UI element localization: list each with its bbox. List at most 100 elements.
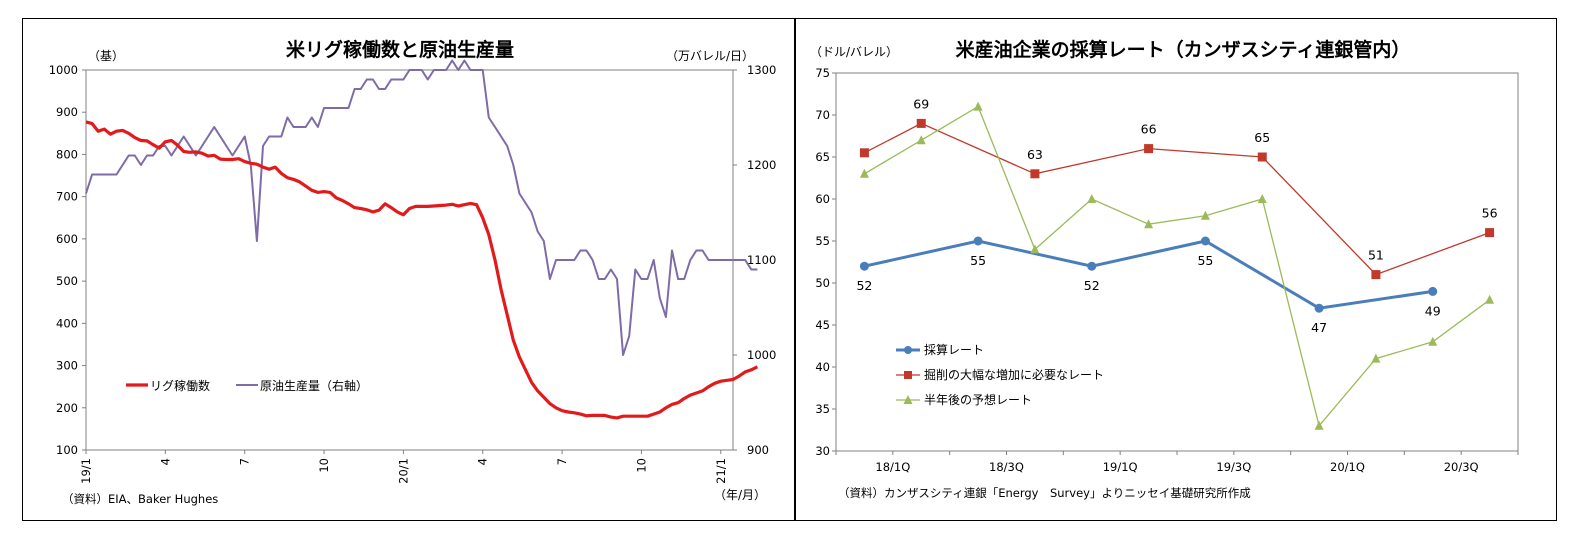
- right-y-tick-label: 30: [815, 444, 830, 458]
- legend-breakeven-rate-label: 採算レート: [924, 342, 984, 357]
- drilling-increase-data-label: 69: [913, 96, 929, 111]
- left-y2-tick-label: 1200: [747, 158, 776, 172]
- forecast-rate-marker: [1087, 194, 1097, 203]
- right-y-tick-label: 75: [815, 66, 830, 80]
- forecast-rate-marker: [973, 101, 983, 111]
- left-chart-title: 米リグ稼働数と原油生産量: [286, 38, 514, 61]
- forecast-rate-marker: [1144, 219, 1154, 229]
- left-chart-panel: [22, 18, 795, 521]
- legend-drilling-increase-rate-marker: [904, 371, 912, 379]
- right-y-tick-label: 45: [815, 318, 830, 332]
- forecast-rate-marker: [1257, 194, 1267, 203]
- forecast-rate-line: [864, 105, 1490, 428]
- right-y-tick-label: 40: [815, 360, 830, 374]
- rig-count-line: [85, 120, 759, 420]
- right-x-tick-label: 20/1Q: [1330, 460, 1365, 474]
- drilling-increase-rate-marker: [859, 148, 869, 158]
- right-chart-panel: [795, 18, 1557, 521]
- legend-drilling-increase-rate-label: 掘削の大幅な増加に必要なレート: [924, 367, 1104, 382]
- left-y-tick-label: 400: [56, 316, 78, 330]
- right-x-tick-label: 19/1Q: [1103, 460, 1138, 474]
- left-source-note: （資料）EIA、Baker Hughes: [62, 492, 218, 506]
- left-x-tick-label: 4: [476, 458, 490, 465]
- right-y-tick-label: 55: [815, 234, 830, 248]
- right-y-unit-label: （ドル/バレル）: [810, 45, 898, 59]
- forecast-rate-marker: [1485, 294, 1495, 304]
- breakeven-rate-marker: [859, 261, 869, 271]
- left-y-tick-label: 100: [56, 443, 78, 457]
- legend-forecast-rate-marker: [903, 395, 913, 404]
- left-y-tick-label: 300: [56, 359, 78, 373]
- drilling-increase-rate-marker: [916, 118, 926, 128]
- left-x-tick-label: 7: [238, 458, 252, 465]
- breakeven-data-label: 47: [1311, 320, 1327, 335]
- left-y2-tick-label: 1300: [747, 63, 776, 77]
- breakeven-rate-marker: [1200, 236, 1210, 246]
- left-chart-layer: 100 200 300 400 500 600 700 800 900 1000 900 1000 11…: [49, 59, 776, 484]
- left-x-tick-label: 20/1: [396, 458, 410, 484]
- left-plot-area: [85, 69, 734, 451]
- left-y-tick-label: 600: [56, 232, 78, 246]
- left-x-tick-label: 4: [158, 458, 172, 465]
- left-y-tick-label: 700: [56, 190, 78, 204]
- left-y-tick-label: 800: [56, 147, 78, 161]
- right-chart-layer: 30 35 40 45 50 55 60 65 70 75 18/1Q 18/3Q 19/1Q 19/3Q…: [815, 66, 1519, 474]
- left-x-tick-label: 10: [634, 458, 648, 473]
- drilling-increase-data-label: 66: [1141, 122, 1157, 137]
- left-y2-unit-label: （万バレル/日）: [666, 49, 754, 63]
- legend-forecast-rate-label: 半年後の予想レート: [924, 392, 1032, 407]
- drilling-increase-rate-line: [864, 122, 1490, 276]
- left-x-tick-label: 7: [555, 458, 569, 465]
- right-chart-title: 米産油企業の採算レート（カンザスシティ連銀管内）: [956, 38, 1411, 61]
- left-y2-tick-label: 1100: [747, 253, 776, 267]
- right-source-note: （資料）カンザスシティ連銀「Energy Survey」よりニッセイ基礎研究所作…: [838, 486, 1251, 500]
- right-y-tick-label: 50: [815, 276, 830, 290]
- right-y-tick-label: 65: [815, 150, 830, 164]
- right-x-tick-label: 20/3Q: [1444, 460, 1479, 474]
- forecast-rate-marker: [916, 135, 926, 145]
- left-y-tick-label: 200: [56, 401, 78, 415]
- drilling-increase-data-label: 65: [1254, 130, 1270, 145]
- legend-oil-label: 原油生産量（右軸）: [260, 378, 368, 393]
- forecast-rate-marker: [1200, 210, 1210, 220]
- forecast-rate-marker: [1371, 353, 1381, 363]
- forecast-rate-marker: [1428, 336, 1438, 346]
- forecast-rate-marker: [859, 168, 869, 178]
- breakeven-data-label: 55: [970, 253, 986, 268]
- left-y-unit-label: （基）: [88, 49, 124, 63]
- right-y-tick-label: 35: [815, 402, 830, 416]
- drilling-increase-rate-marker: [1371, 270, 1381, 280]
- right-x-tick-label: 18/1Q: [875, 460, 910, 474]
- drilling-increase-data-label: 51: [1368, 248, 1384, 263]
- right-x-tick-label: 18/3Q: [989, 460, 1024, 474]
- breakeven-rate-marker: [1087, 261, 1097, 271]
- forecast-rate-marker: [1314, 420, 1324, 430]
- breakeven-rate-marker: [973, 236, 983, 246]
- legend-breakeven-rate-marker: [904, 346, 912, 354]
- right-x-tick-label: 19/3Q: [1216, 460, 1251, 474]
- left-x-tick-label: 21/1: [714, 458, 728, 484]
- breakeven-data-label: 55: [1197, 253, 1213, 268]
- left-x-unit-label: （年/月）: [714, 488, 766, 502]
- legend-rig-label: リグ稼働数: [150, 378, 210, 393]
- left-x-tick-label: 10: [317, 458, 331, 473]
- left-y-tick-label: 900: [56, 105, 78, 119]
- forecast-rate-marker: [1030, 244, 1040, 254]
- breakeven-rate-line: [864, 239, 1434, 310]
- left-y-tick-label: 500: [56, 274, 78, 288]
- breakeven-rate-marker: [1314, 303, 1324, 313]
- drilling-increase-rate-marker: [1485, 228, 1495, 238]
- breakeven-data-label: 52: [1084, 278, 1100, 293]
- breakeven-data-label: 52: [856, 278, 872, 293]
- drilling-increase-rate-marker: [1144, 144, 1154, 154]
- drilling-increase-rate-marker: [1030, 169, 1040, 179]
- right-y-tick-label: 60: [815, 192, 830, 206]
- drilling-increase-data-label: 56: [1482, 206, 1498, 221]
- breakeven-rate-marker: [1428, 286, 1438, 296]
- drilling-increase-rate-marker: [1257, 152, 1267, 162]
- drilling-increase-data-label: 63: [1027, 147, 1043, 162]
- left-y2-tick-label: 900: [747, 443, 769, 457]
- left-x-tick-label: 19/1: [79, 458, 93, 484]
- left-y-tick-label: 1000: [49, 63, 78, 77]
